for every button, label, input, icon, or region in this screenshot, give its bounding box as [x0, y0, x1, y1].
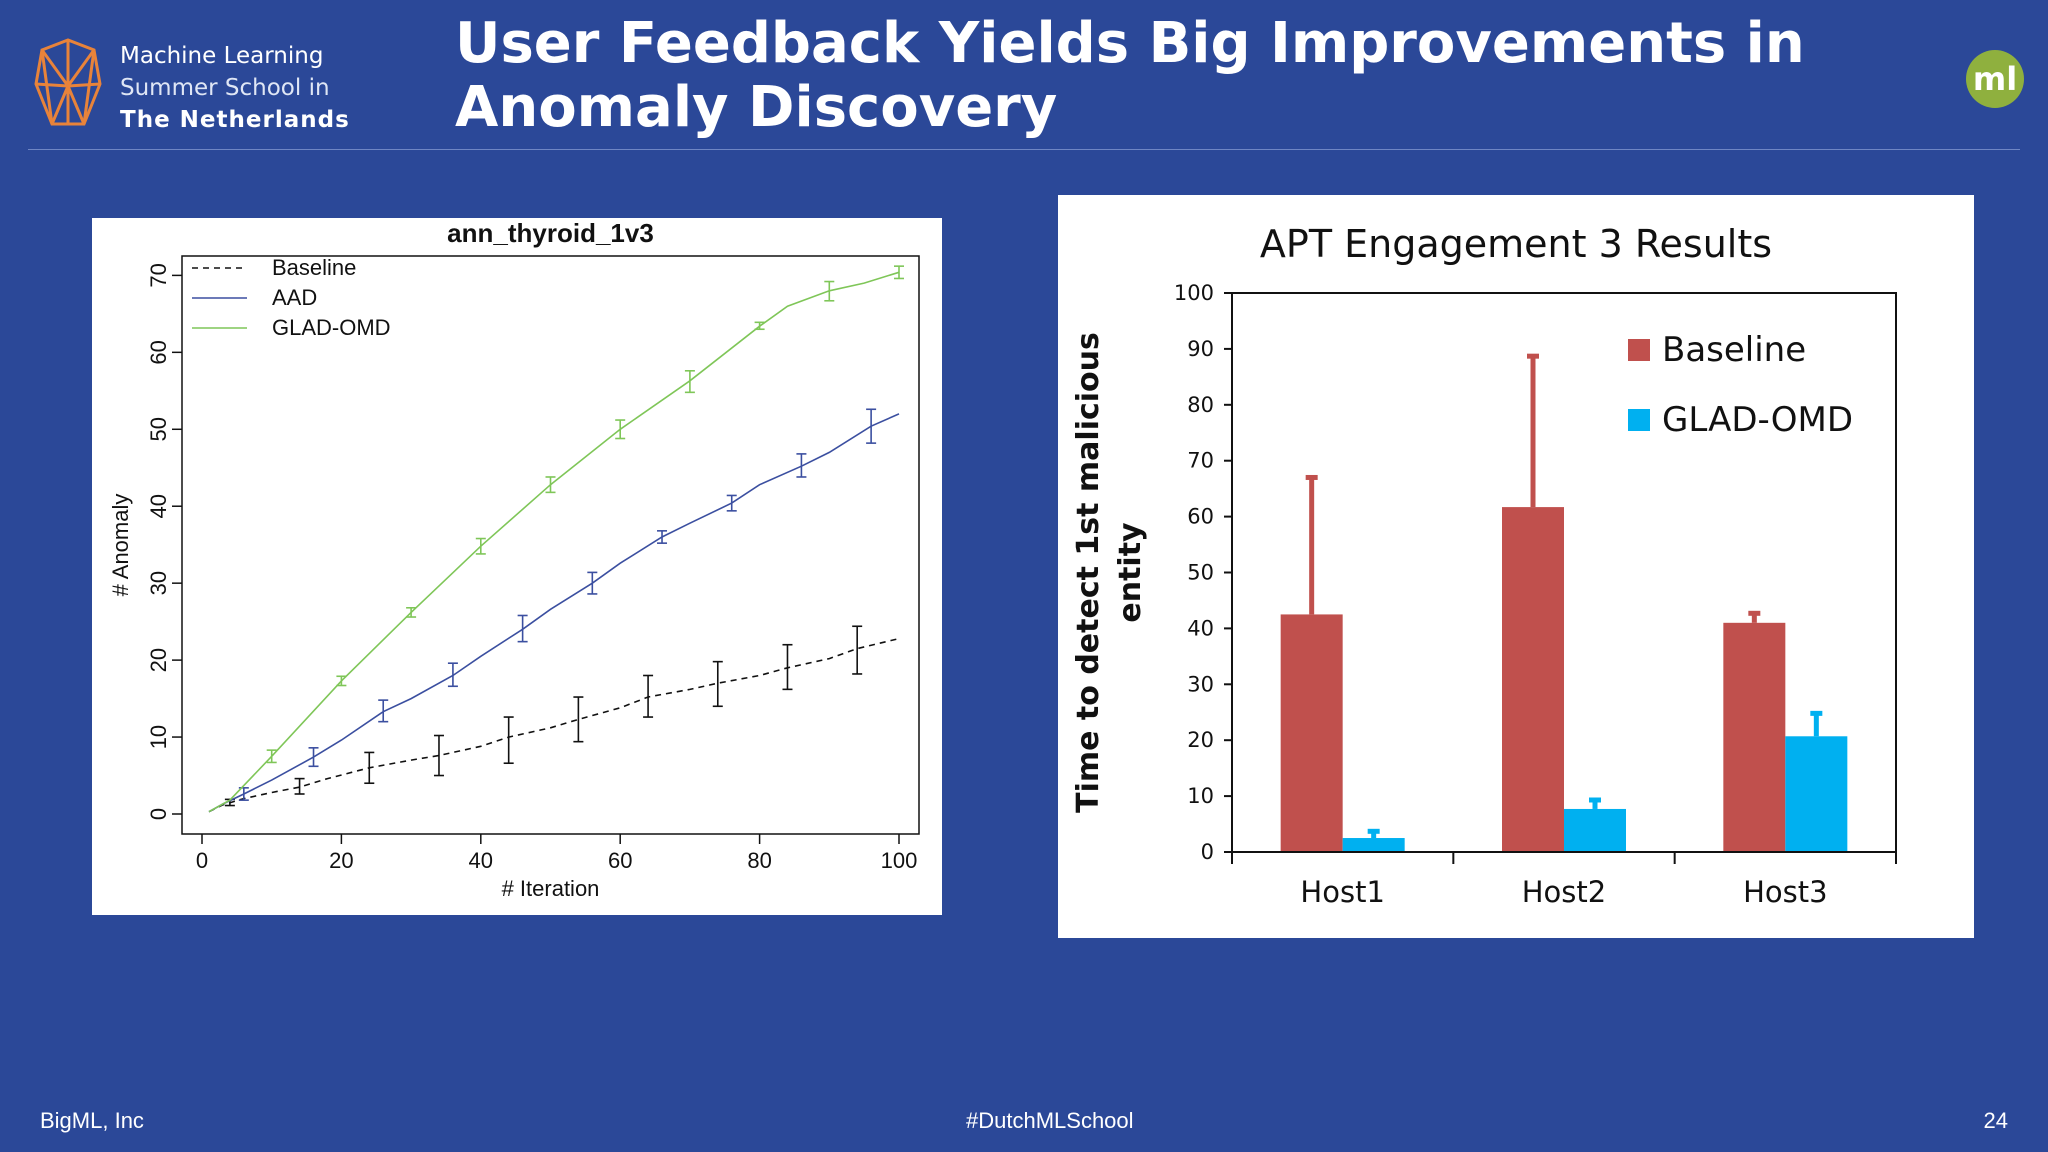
x-tick-label: 100 — [881, 848, 918, 873]
y-tick-label: 70 — [146, 263, 171, 287]
category-label: Host1 — [1300, 875, 1384, 909]
logo-line-2: Summer School in — [120, 75, 330, 101]
legend-label: AAD — [272, 285, 317, 310]
line-chart-plot-frame — [181, 255, 920, 835]
bar-glad-omd-host1 — [1342, 838, 1405, 852]
line-chart-x-axis-label: # Iteration — [502, 876, 600, 901]
series-line-aad — [208, 413, 900, 813]
y-tick-label: 100 — [1174, 281, 1214, 305]
y-tick-label: 10 — [146, 725, 171, 749]
footer-hashtag: #DutchMLSchool — [966, 1108, 1134, 1133]
bar-chart-y-axis-label-line-1: Time to detect 1st malicious — [1071, 332, 1106, 813]
y-tick-label: 0 — [1201, 840, 1214, 864]
footer-company: BigML, Inc — [40, 1108, 144, 1133]
slide-title-line-2: Anomaly Discovery — [455, 75, 1058, 140]
y-tick-label: 20 — [1187, 728, 1214, 752]
y-tick-label: 10 — [1187, 784, 1214, 808]
x-tick-label: 20 — [329, 848, 353, 873]
x-tick-label: 0 — [196, 848, 208, 873]
y-tick-label: 40 — [146, 494, 171, 518]
x-tick-label: 60 — [608, 848, 632, 873]
y-tick-label: 80 — [1187, 393, 1214, 417]
legend-swatch-glad-omd — [1628, 409, 1650, 431]
line-chart-panel: ann_thyroid_1v3 0 20 40 60 80 100 0 10 20 30 40 50 60… — [92, 218, 942, 915]
legend-label: GLAD-OMD — [272, 315, 391, 340]
line-chart: ann_thyroid_1v3 0 20 40 60 80 100 0 10 20 30 40 50 60… — [108, 218, 920, 901]
series-line-glad-omd — [208, 271, 900, 813]
y-tick-label: 90 — [1187, 337, 1214, 361]
ml-badge: ml — [1966, 50, 2024, 108]
line-chart-y-axis-label: # Anomaly — [108, 494, 133, 597]
y-tick-label: 0 — [146, 808, 171, 820]
y-tick-label: 60 — [146, 340, 171, 364]
bar-glad-omd-host2 — [1564, 808, 1626, 852]
slide-title: User Feedback Yields Big Improvements in… — [455, 12, 1855, 140]
school-logo: Machine Learning Summer School in The Ne… — [28, 36, 350, 136]
y-tick-label: 60 — [1187, 505, 1214, 529]
x-tick-label: 40 — [469, 848, 493, 873]
footer-page-number: 24 — [1983, 1108, 2008, 1133]
bar-baseline-host1 — [1280, 614, 1343, 852]
series-line-baseline — [208, 637, 900, 813]
y-tick-label: 70 — [1187, 449, 1214, 473]
legend-label: Baseline — [272, 255, 356, 280]
geometric-logo-icon — [34, 38, 102, 126]
ml-badge-text: ml — [1973, 60, 2017, 98]
legend-label: GLAD-OMD — [1662, 400, 1853, 440]
bar-glad-omd-host3 — [1785, 736, 1848, 852]
logo-line-3: The Netherlands — [120, 107, 350, 133]
category-label: Host3 — [1743, 875, 1827, 909]
line-chart-title: ann_thyroid_1v3 — [447, 218, 654, 248]
y-tick-label: 50 — [146, 417, 171, 441]
bar-chart-panel: APT Engagement 3 Results Host1 Host2 Host3 0… — [1058, 195, 1974, 938]
bar-baseline-host3 — [1723, 622, 1786, 852]
legend-swatch-baseline — [1628, 339, 1650, 361]
bar-chart-title: APT Engagement 3 Results — [1260, 222, 1772, 266]
ml-badge-circle — [1966, 50, 2024, 108]
y-tick-label: 20 — [146, 648, 171, 672]
slide-title-line-1: User Feedback Yields Big Improvements in — [455, 11, 1805, 76]
y-tick-label: 50 — [1187, 561, 1214, 585]
bar-chart: APT Engagement 3 Results Host1 Host2 Host3 0… — [1071, 222, 1897, 909]
y-tick-label: 30 — [146, 571, 171, 595]
bar-baseline-host2 — [1502, 507, 1564, 852]
bar-chart-y-axis-label-line-2: entity — [1113, 522, 1148, 623]
header-divider — [28, 149, 2020, 150]
logo-line-1: Machine Learning — [120, 43, 324, 69]
x-tick-label: 80 — [747, 848, 771, 873]
y-tick-label: 30 — [1187, 672, 1214, 696]
legend-label: Baseline — [1662, 330, 1806, 370]
y-tick-label: 40 — [1187, 616, 1214, 640]
category-label: Host2 — [1522, 875, 1606, 909]
